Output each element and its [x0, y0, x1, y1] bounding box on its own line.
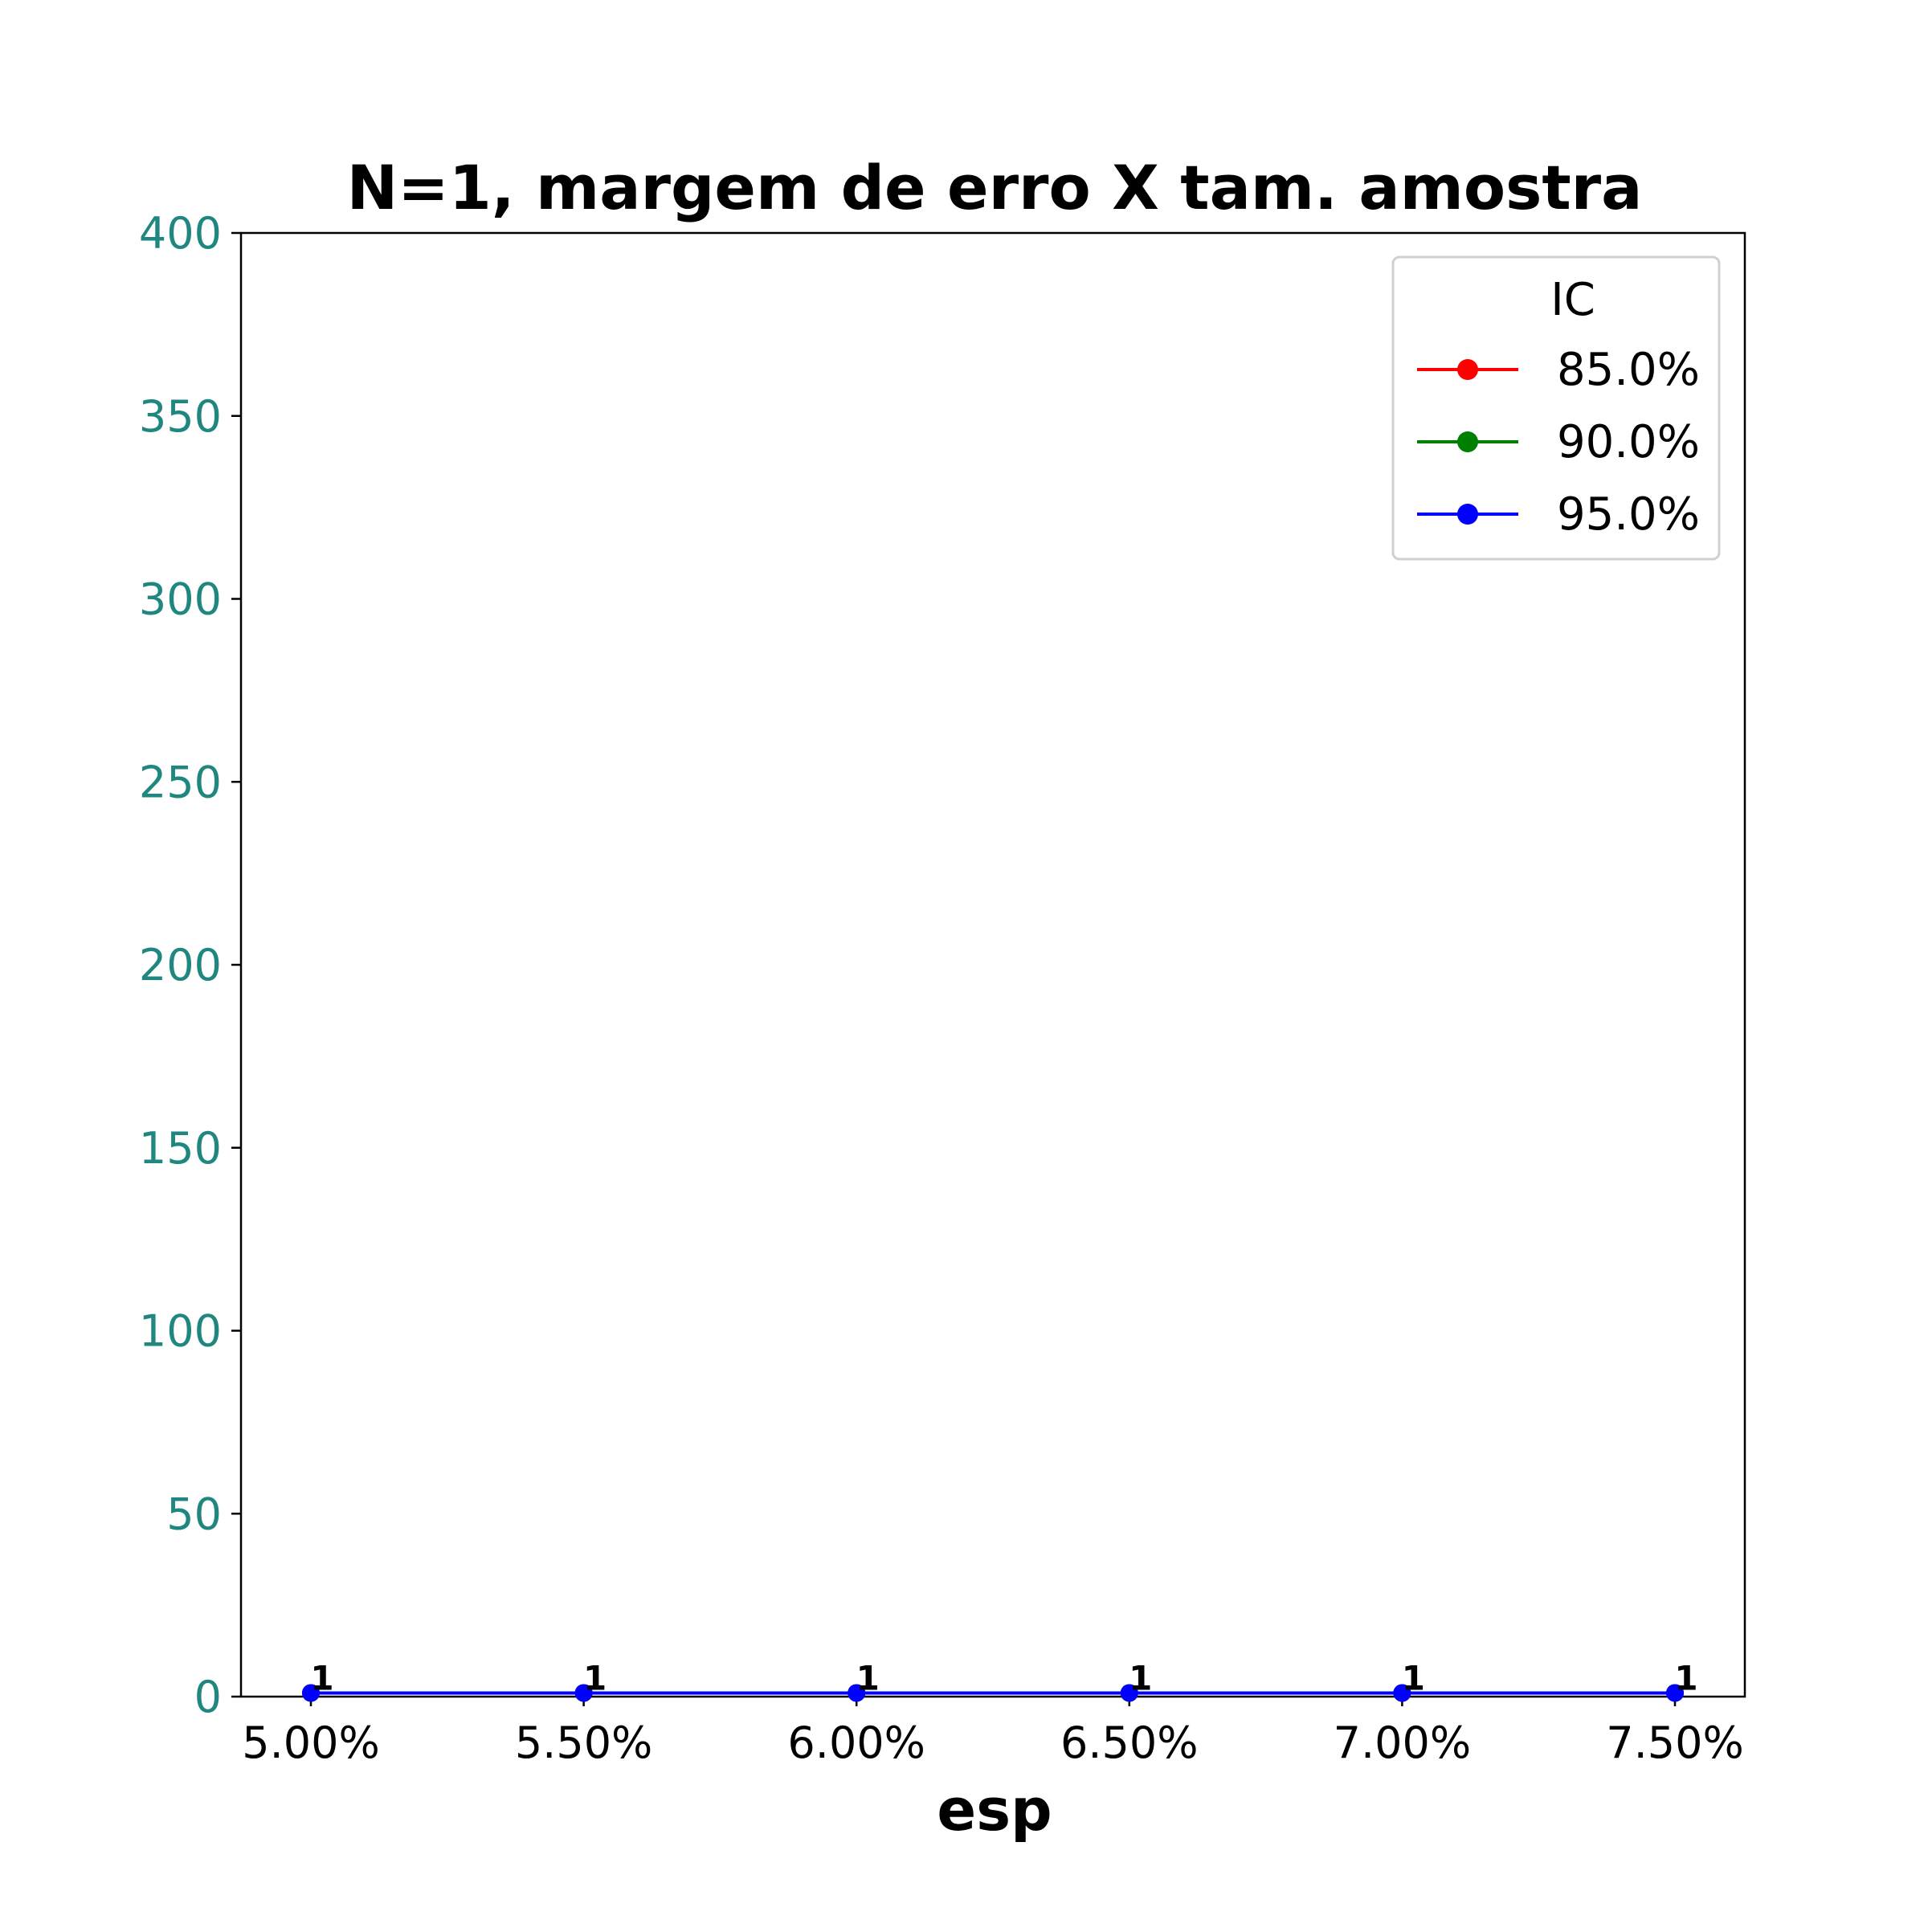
legend-entry: 90.0%: [1417, 416, 1700, 468]
legend-marker: [1457, 431, 1478, 452]
y-tick-label: 300: [139, 574, 222, 625]
data-point: [302, 1684, 320, 1702]
legend-label: 95.0%: [1557, 488, 1700, 541]
x-tick-label: 6.00%: [787, 1718, 925, 1768]
legend-box: [1391, 255, 1721, 561]
legend-title: IC: [1550, 274, 1595, 326]
x-tick-label: 5.00%: [242, 1718, 380, 1768]
y-tick-label: 250: [139, 757, 222, 807]
y-tick-label: 200: [139, 940, 222, 991]
data-label: 1: [856, 1658, 880, 1697]
data-label: 1: [1402, 1658, 1425, 1697]
legend-marker: [1457, 359, 1478, 380]
data-label: 1: [1674, 1658, 1697, 1697]
legend-entries: 85.0% 90.0% 95.0%: [1417, 344, 1700, 541]
y-tick-label: 100: [139, 1306, 222, 1357]
x-tick-label: 7.50%: [1606, 1718, 1744, 1768]
data-label: 1: [1129, 1658, 1152, 1697]
chart-title: N=1, margem de erro X tam. amostra: [347, 152, 1643, 223]
data-point: [1666, 1684, 1684, 1702]
data-point: [574, 1684, 593, 1702]
data-label: 1: [583, 1658, 607, 1697]
legend-entry: 95.0%: [1417, 488, 1700, 541]
data-point: [848, 1684, 866, 1702]
series-95.0%: [302, 1684, 1684, 1702]
x-axis-label: esp: [937, 1776, 1052, 1844]
data-labels: 1 1 1 1 1 1: [310, 1658, 1697, 1697]
legend-label: 90.0%: [1557, 416, 1700, 468]
x-axis: 5.00% 5.50% 6.00% 6.50% 7.00% 7.50%: [242, 1697, 1744, 1768]
data-point: [1393, 1684, 1411, 1702]
y-axis: 0 50 100 150 200 250 300 350 400: [139, 208, 241, 1722]
legend-marker: [1457, 504, 1478, 525]
y-tick-label: 350: [139, 391, 222, 442]
legend-label: 85.0%: [1557, 344, 1700, 396]
y-tick-label: 0: [194, 1672, 222, 1722]
x-tick-label: 7.00%: [1334, 1718, 1472, 1768]
y-tick-label: 150: [139, 1123, 222, 1174]
legend: IC 85.0% 90.0% 95.0%: [1391, 255, 1721, 561]
series-group: [302, 1684, 1684, 1702]
x-tick-label: 6.50%: [1060, 1718, 1199, 1768]
legend-entry: 85.0%: [1417, 344, 1700, 396]
data-label: 1: [310, 1658, 333, 1697]
data-point: [1120, 1684, 1138, 1702]
y-tick-label: 50: [166, 1489, 222, 1539]
y-tick-label: 400: [139, 208, 222, 259]
x-tick-label: 5.50%: [515, 1718, 653, 1768]
